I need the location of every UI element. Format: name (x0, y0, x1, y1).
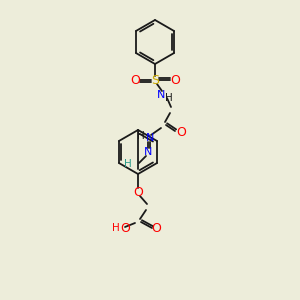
Text: H: H (165, 93, 173, 103)
Text: N: N (146, 133, 154, 143)
Text: O: O (170, 74, 180, 86)
Text: O: O (133, 185, 143, 199)
Text: O: O (130, 74, 140, 86)
Text: S: S (151, 74, 159, 86)
Text: O: O (120, 221, 130, 235)
Text: H: H (112, 223, 120, 233)
Text: N: N (157, 90, 165, 100)
Text: O: O (151, 223, 161, 236)
Text: O: O (176, 125, 186, 139)
Text: N: N (144, 147, 152, 157)
Text: H: H (137, 131, 145, 141)
Text: H: H (124, 159, 132, 169)
